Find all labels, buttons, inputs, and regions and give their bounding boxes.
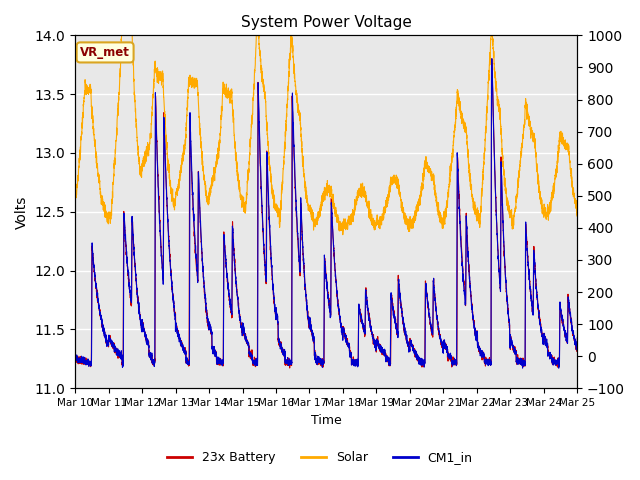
- 23x Battery: [286, 365, 294, 371]
- CM1_in: [547, 353, 554, 359]
- Solar: [527, 128, 535, 134]
- Solar: [339, 232, 347, 238]
- CM1_in: [573, 335, 581, 341]
- CM1_in: [131, 264, 139, 270]
- Line: CM1_in: CM1_in: [75, 59, 577, 368]
- Solar: [118, 33, 125, 38]
- CM1_in: [71, 357, 79, 363]
- CM1_in: [525, 269, 532, 275]
- Title: System Power Voltage: System Power Voltage: [241, 15, 412, 30]
- Solar: [71, 192, 79, 198]
- 23x Battery: [131, 268, 139, 274]
- Solar: [547, 204, 555, 210]
- 23x Battery: [264, 173, 271, 179]
- Solar: [264, 135, 271, 141]
- Text: VR_met: VR_met: [80, 46, 130, 59]
- 23x Battery: [527, 295, 535, 301]
- Solar: [386, 183, 394, 189]
- Solar: [131, 105, 139, 111]
- CM1_in: [488, 56, 495, 62]
- CM1_in: [527, 296, 535, 301]
- CM1_in: [385, 362, 393, 368]
- 23x Battery: [547, 355, 555, 360]
- X-axis label: Time: Time: [311, 414, 342, 427]
- CM1_in: [555, 365, 563, 371]
- 23x Battery: [386, 358, 394, 363]
- 23x Battery: [71, 353, 79, 359]
- 23x Battery: [573, 338, 581, 344]
- Legend: 23x Battery, Solar, CM1_in: 23x Battery, Solar, CM1_in: [163, 446, 477, 469]
- CM1_in: [264, 164, 271, 170]
- Line: 23x Battery: 23x Battery: [75, 59, 577, 368]
- Solar: [525, 114, 532, 120]
- 23x Battery: [525, 268, 532, 274]
- Solar: [573, 204, 581, 209]
- Line: Solar: Solar: [75, 36, 577, 235]
- 23x Battery: [488, 56, 495, 62]
- Y-axis label: Volts: Volts: [15, 195, 29, 228]
